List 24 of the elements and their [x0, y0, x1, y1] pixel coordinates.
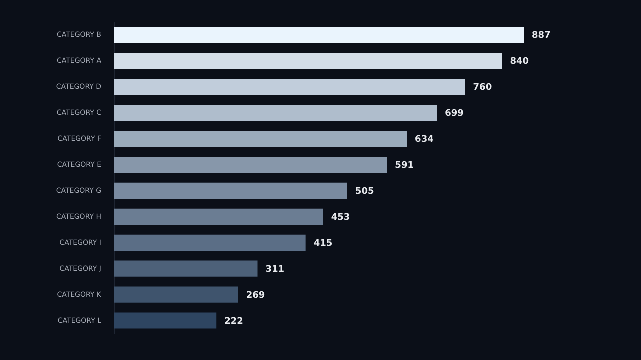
data-label: 887 [532, 31, 551, 42]
bar [114, 27, 524, 44]
bar [114, 105, 438, 122]
data-label: 453 [331, 212, 350, 223]
data-label: 840 [510, 57, 530, 68]
data-label: 269 [246, 290, 266, 301]
data-label: 505 [355, 186, 374, 197]
data-label: 415 [314, 238, 333, 249]
bar [114, 312, 217, 329]
data-label: 311 [266, 264, 285, 275]
data-label: 760 [473, 83, 492, 94]
bar [114, 156, 388, 174]
data-label: 634 [415, 135, 434, 146]
data-label: 591 [395, 161, 414, 172]
data-label: 222 [224, 316, 244, 327]
bar [114, 131, 408, 148]
bar [114, 234, 306, 251]
bar [114, 208, 324, 225]
data-label: 699 [445, 109, 464, 120]
bar [114, 182, 348, 200]
bar [114, 286, 238, 303]
bar [114, 260, 258, 277]
bar [114, 79, 466, 96]
bar [114, 53, 502, 70]
